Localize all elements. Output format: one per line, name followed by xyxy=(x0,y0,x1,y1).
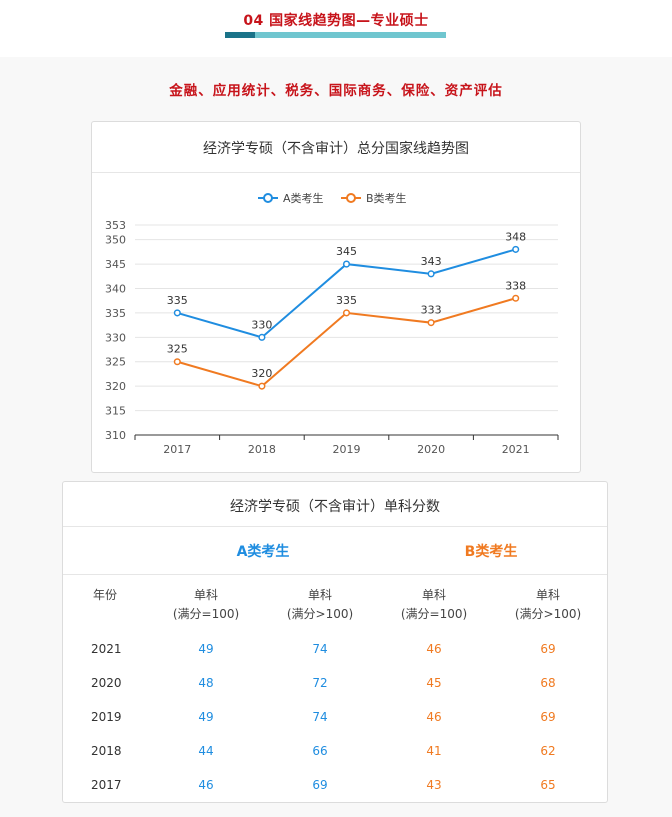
table-title-divider xyxy=(63,526,607,527)
y-tick-label: 330 xyxy=(105,331,126,344)
legend-label: A类考生 xyxy=(283,191,324,205)
year-cell: 2019 xyxy=(91,710,122,724)
data-point xyxy=(427,270,435,278)
column-header-a2: 单科 (满分>100) xyxy=(265,586,375,624)
y-tick-label: 335 xyxy=(105,307,126,320)
subjects-line: 金融、应用统计、税务、国际商务、保险、资产评估 xyxy=(169,83,503,99)
data-point xyxy=(512,294,520,302)
b-score-100-cell: 46 xyxy=(426,642,442,656)
b-score-over100-cell: 68 xyxy=(540,676,556,690)
table-title: 经济学专硕（不含审计）单科分数 xyxy=(230,499,440,515)
data-point xyxy=(427,319,435,327)
column-header-line2: (满分>100) xyxy=(286,607,354,621)
a-score-over100-cell: 74 xyxy=(312,710,328,724)
trend-chart-card: 经济学专硕（不含审计）总分国家线趋势图 310 315 320 325 330 335 34… xyxy=(91,121,581,473)
column-header-line2: (满分>100) xyxy=(514,607,582,621)
b-score-over100-cell: 69 xyxy=(540,642,556,656)
single-subject-table-card: 经济学专硕（不含审计）单科分数 A类考生 B类考生 年份 单科 (满分=100) … xyxy=(62,481,608,803)
data-point xyxy=(173,309,181,317)
legend-swatch-marker xyxy=(346,193,356,203)
y-tick-label: 353 xyxy=(105,219,126,232)
y-tick-label: 350 xyxy=(105,234,126,247)
y-tick-label: 345 xyxy=(105,258,126,271)
group-b-label: B类考生 xyxy=(464,544,518,560)
title-underline-accent xyxy=(225,32,255,38)
data-label: 338 xyxy=(505,279,526,292)
year-cell: 2021 xyxy=(91,642,122,656)
data-label: 333 xyxy=(421,304,442,317)
b-score-100-cell: 43 xyxy=(426,778,442,792)
b-score-over100-cell: 65 xyxy=(540,778,556,792)
data-label: 335 xyxy=(167,294,188,307)
year-cell: 2017 xyxy=(91,778,122,792)
data-label: 345 xyxy=(336,245,357,258)
data-point xyxy=(342,260,351,268)
data-label: 330 xyxy=(251,318,272,331)
column-header-b1: 单科 (满分=100) xyxy=(379,586,489,624)
column-header-line1: 单科 xyxy=(535,588,560,602)
data-point xyxy=(173,358,181,366)
x-tick-label: 2018 xyxy=(248,443,276,456)
legend-swatch-marker xyxy=(263,193,273,203)
a-score-100-cell: 46 xyxy=(198,778,214,792)
chart-title-divider xyxy=(92,172,580,173)
data-label: 335 xyxy=(336,294,357,307)
table-row: 2017 46 69 43 65 xyxy=(63,778,607,798)
table-row: 2021 49 74 46 69 xyxy=(63,642,607,662)
a-score-100-cell: 44 xyxy=(198,744,214,758)
a-score-100-cell: 48 xyxy=(198,676,214,690)
year-column-header: 年份 xyxy=(93,588,118,602)
x-tick-label: 2020 xyxy=(417,443,445,456)
chart-title: 经济学专硕（不含审计）总分国家线趋势图 xyxy=(203,141,469,157)
y-tick-label: 320 xyxy=(105,380,126,393)
column-header-line1: 单科 xyxy=(421,588,446,602)
column-header-a1: 单科 (满分=100) xyxy=(151,586,261,624)
a-score-over100-cell: 66 xyxy=(312,744,328,758)
header-area: 04 国家线趋势图—专业硕士 xyxy=(0,0,672,57)
table-row: 2019 49 74 46 69 xyxy=(63,710,607,730)
a-score-over100-cell: 72 xyxy=(312,676,328,690)
year-cell: 2018 xyxy=(91,744,122,758)
b-score-100-cell: 41 xyxy=(426,744,442,758)
column-header-b2: 单科 (满分>100) xyxy=(493,586,603,624)
column-header-line1: 单科 xyxy=(193,588,218,602)
line-chart: 310 315 320 325 330 335 340 345 350 353 2017 2018 20… xyxy=(105,191,559,456)
title-underline-bar xyxy=(225,32,446,38)
x-tick-label: 2019 xyxy=(333,443,361,456)
year-cell: 2020 xyxy=(91,676,122,690)
x-tick-label: 2017 xyxy=(163,443,191,456)
b-score-over100-cell: 69 xyxy=(540,710,556,724)
b-score-over100-cell: 62 xyxy=(540,744,556,758)
group-divider xyxy=(63,574,607,575)
data-label: 343 xyxy=(421,255,442,268)
a-score-over100-cell: 69 xyxy=(312,778,328,792)
group-a-label: A类考生 xyxy=(236,544,290,560)
data-label: 325 xyxy=(167,343,188,356)
column-header-line2: (满分=100) xyxy=(172,607,240,621)
a-score-100-cell: 49 xyxy=(198,710,214,724)
data-point xyxy=(342,309,351,317)
y-tick-label: 315 xyxy=(105,405,126,418)
table-row: 2020 48 72 45 68 xyxy=(63,676,607,696)
column-header-line1: 单科 xyxy=(307,588,332,602)
legend-label: B类考生 xyxy=(366,191,407,205)
a-score-100-cell: 49 xyxy=(198,642,214,656)
table-row: 2018 44 66 41 62 xyxy=(63,744,607,764)
a-score-over100-cell: 74 xyxy=(312,642,328,656)
section-title: 04 国家线趋势图—专业硕士 xyxy=(243,13,429,29)
y-tick-label: 325 xyxy=(105,356,126,369)
y-tick-label: 340 xyxy=(105,282,126,295)
data-point xyxy=(512,245,520,253)
data-point xyxy=(258,382,266,390)
data-label: 320 xyxy=(251,367,272,380)
column-header-line2: (满分=100) xyxy=(400,607,468,621)
data-label: 348 xyxy=(505,230,526,243)
data-point xyxy=(258,333,266,341)
b-score-100-cell: 45 xyxy=(426,676,442,690)
b-score-100-cell: 46 xyxy=(426,710,442,724)
y-tick-label: 310 xyxy=(105,429,126,442)
x-tick-label: 2021 xyxy=(502,443,530,456)
